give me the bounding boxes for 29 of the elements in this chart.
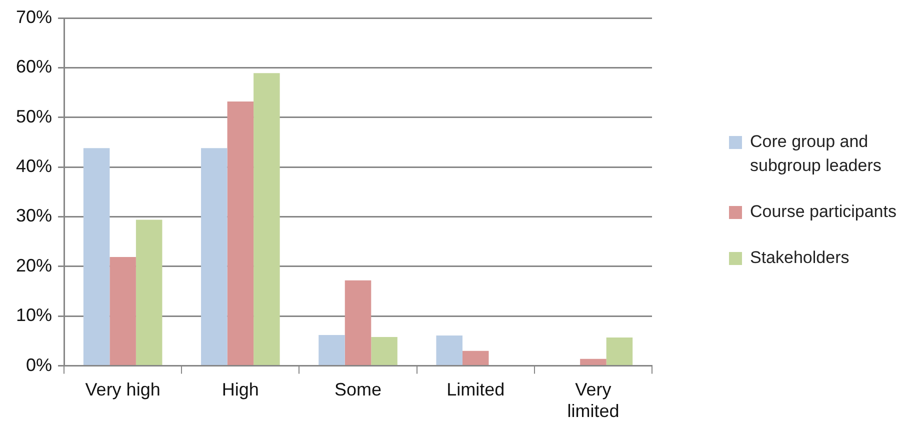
bar	[201, 148, 228, 366]
x-tick-label: Limited	[446, 380, 505, 400]
bar	[318, 334, 345, 366]
y-tick-label: 40%	[16, 156, 52, 176]
bar	[136, 220, 162, 366]
x-tick-label: High	[222, 380, 259, 400]
y-tick-label: 0%	[26, 354, 52, 375]
y-tick-label: 30%	[16, 206, 52, 226]
bar	[83, 148, 110, 366]
legend-label: Course participants	[750, 201, 896, 223]
bar	[462, 350, 489, 366]
y-tick-label: 50%	[16, 106, 52, 126]
x-tick-label: Very limited	[567, 380, 620, 422]
y-tick-label: 20%	[16, 255, 52, 276]
bar	[580, 358, 606, 366]
bar	[344, 280, 372, 366]
bar	[371, 336, 398, 366]
bar	[254, 73, 280, 366]
bar	[110, 256, 136, 366]
legend-label: Core group and subgroup leaders	[750, 131, 882, 177]
bar	[436, 335, 462, 366]
bar	[606, 337, 633, 366]
y-tick-label: 10%	[16, 305, 52, 326]
x-tick-label: Some	[334, 380, 382, 400]
y-tick-label: 60%	[16, 56, 52, 77]
y-tick-label: 70%	[16, 6, 52, 27]
x-tick-label: Very high	[85, 380, 160, 400]
legend-label: Stakeholders	[750, 247, 850, 269]
bar	[227, 101, 254, 366]
